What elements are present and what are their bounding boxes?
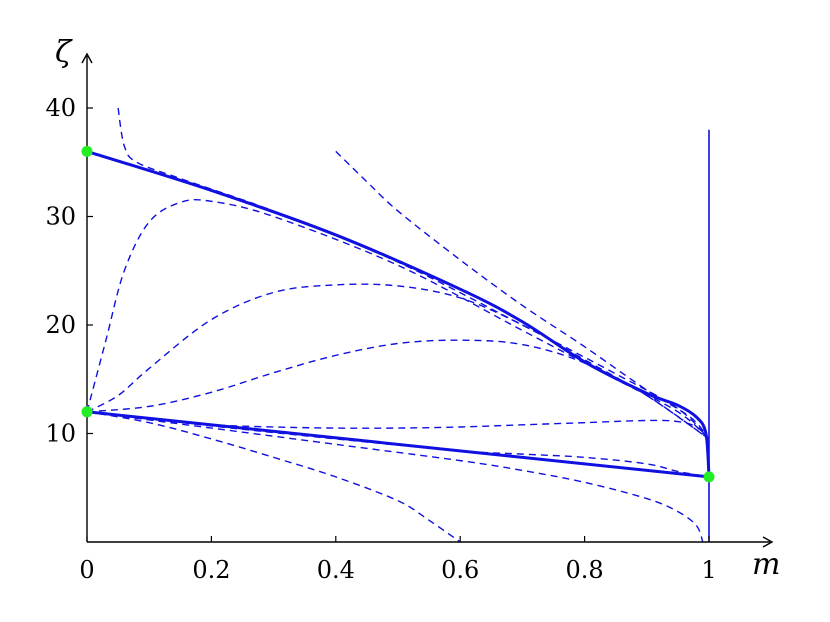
x-axis-arrow: [762, 536, 774, 548]
dashed-trajectory-2: [335, 150, 710, 440]
solid-curve-2: [86, 410, 710, 479]
equilibrium-point: [81, 406, 93, 418]
dashed-trajectory-5: [86, 339, 710, 440]
y-tick-label: 40: [45, 94, 76, 122]
equilibrium-point: [81, 145, 93, 157]
y-tick-label: 30: [45, 203, 76, 231]
curves-layer: [86, 107, 711, 543]
dashed-trajectory-8: [86, 411, 704, 543]
markers-layer: [81, 145, 715, 483]
y-axis-label: ζ: [55, 35, 73, 70]
dashed-trajectory-4: [86, 283, 710, 440]
x-tick-label: 0.6: [441, 556, 479, 584]
dashed-trajectory-7: [86, 411, 710, 478]
x-tick-label: 0.2: [192, 556, 230, 584]
y-tick-label: 20: [45, 311, 76, 339]
ticks-layer: 0 0.2 0.4 0.6 0.8 1 10 20 30 40: [45, 94, 716, 584]
equilibrium-point: [703, 471, 715, 483]
x-axis-label: m: [752, 547, 780, 582]
x-tick-label: 0: [79, 556, 94, 584]
solid-curve-1: [86, 149, 711, 478]
dashed-trajectory-3: [86, 198, 710, 440]
x-tick-label: 0.8: [566, 556, 604, 584]
dashed-trajectory-9: [86, 411, 461, 543]
dashed-trajectory-6: [86, 411, 710, 440]
axes-layer: m ζ: [55, 35, 780, 582]
y-axis-arrow: [81, 52, 93, 64]
x-tick-label: 0.4: [317, 556, 355, 584]
x-tick-label: 1: [701, 556, 716, 584]
y-tick-label: 10: [45, 420, 76, 448]
